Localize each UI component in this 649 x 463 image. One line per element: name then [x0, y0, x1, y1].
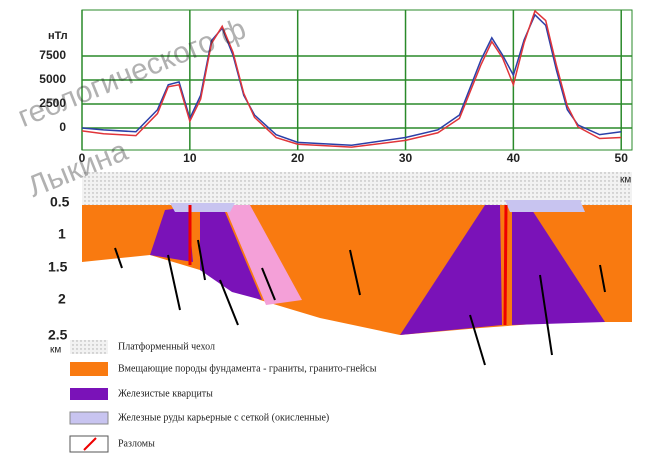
x-tick-label: 40 — [507, 151, 521, 165]
y-axis-label: нТл — [48, 30, 68, 42]
depth-tick: 2.5 — [48, 327, 68, 343]
legend-text: Вмещающие породы фундамента - граниты, г… — [118, 363, 377, 374]
depth-tick: 1.5 — [48, 259, 68, 275]
y-tick-label: 7500 — [39, 48, 66, 62]
quartzite — [200, 205, 262, 300]
quartzite — [150, 207, 193, 262]
depth-tick: 2 — [58, 291, 66, 307]
legend-text: Разломы — [118, 438, 155, 449]
x-tick-label: 0 — [79, 151, 86, 165]
iron-ore — [170, 203, 235, 212]
legend: Платформенный чехол Вмещающие породы фун… — [69, 340, 377, 453]
x-tick-label: 30 — [399, 151, 413, 165]
legend-text: Платформенный чехол — [118, 341, 215, 352]
legend-text: Железистые кварциты — [118, 388, 213, 399]
quartzite — [400, 205, 502, 335]
x-tick-label: 20 — [291, 151, 305, 165]
data-line — [81, 9, 622, 148]
y-tick-label: 0 — [59, 120, 66, 134]
x-tick-label: 10 — [183, 151, 197, 165]
iron-ore — [505, 200, 585, 212]
geologic-section: 0.5 1 1.5 2 2.5 км км — [48, 172, 632, 366]
quartzite — [512, 205, 605, 325]
magnetic-profile: нТл 0 2500 5000 7500 0 10 20 30 40 50 — [39, 9, 633, 165]
legend-fault — [83, 437, 97, 451]
y-tick-label: 2500 — [39, 96, 66, 110]
fault — [503, 204, 508, 326]
legend-swatch — [70, 388, 108, 400]
depth-unit: км — [50, 345, 61, 356]
distance-unit: км — [620, 175, 631, 186]
y-tick-label: 5000 — [39, 72, 66, 86]
data-line — [81, 13, 622, 146]
legend-swatch — [70, 362, 108, 376]
quartzite-zone — [224, 205, 302, 305]
legend-swatch — [69, 411, 109, 425]
arrows — [114, 239, 606, 366]
legend-swatch — [70, 340, 108, 354]
legend-text: Железные руды карьерные с сеткой (окисле… — [118, 412, 329, 423]
x-tick-label: 50 — [615, 151, 629, 165]
depth-tick: 0.5 — [50, 194, 70, 210]
depth-tick: 1 — [58, 226, 66, 242]
